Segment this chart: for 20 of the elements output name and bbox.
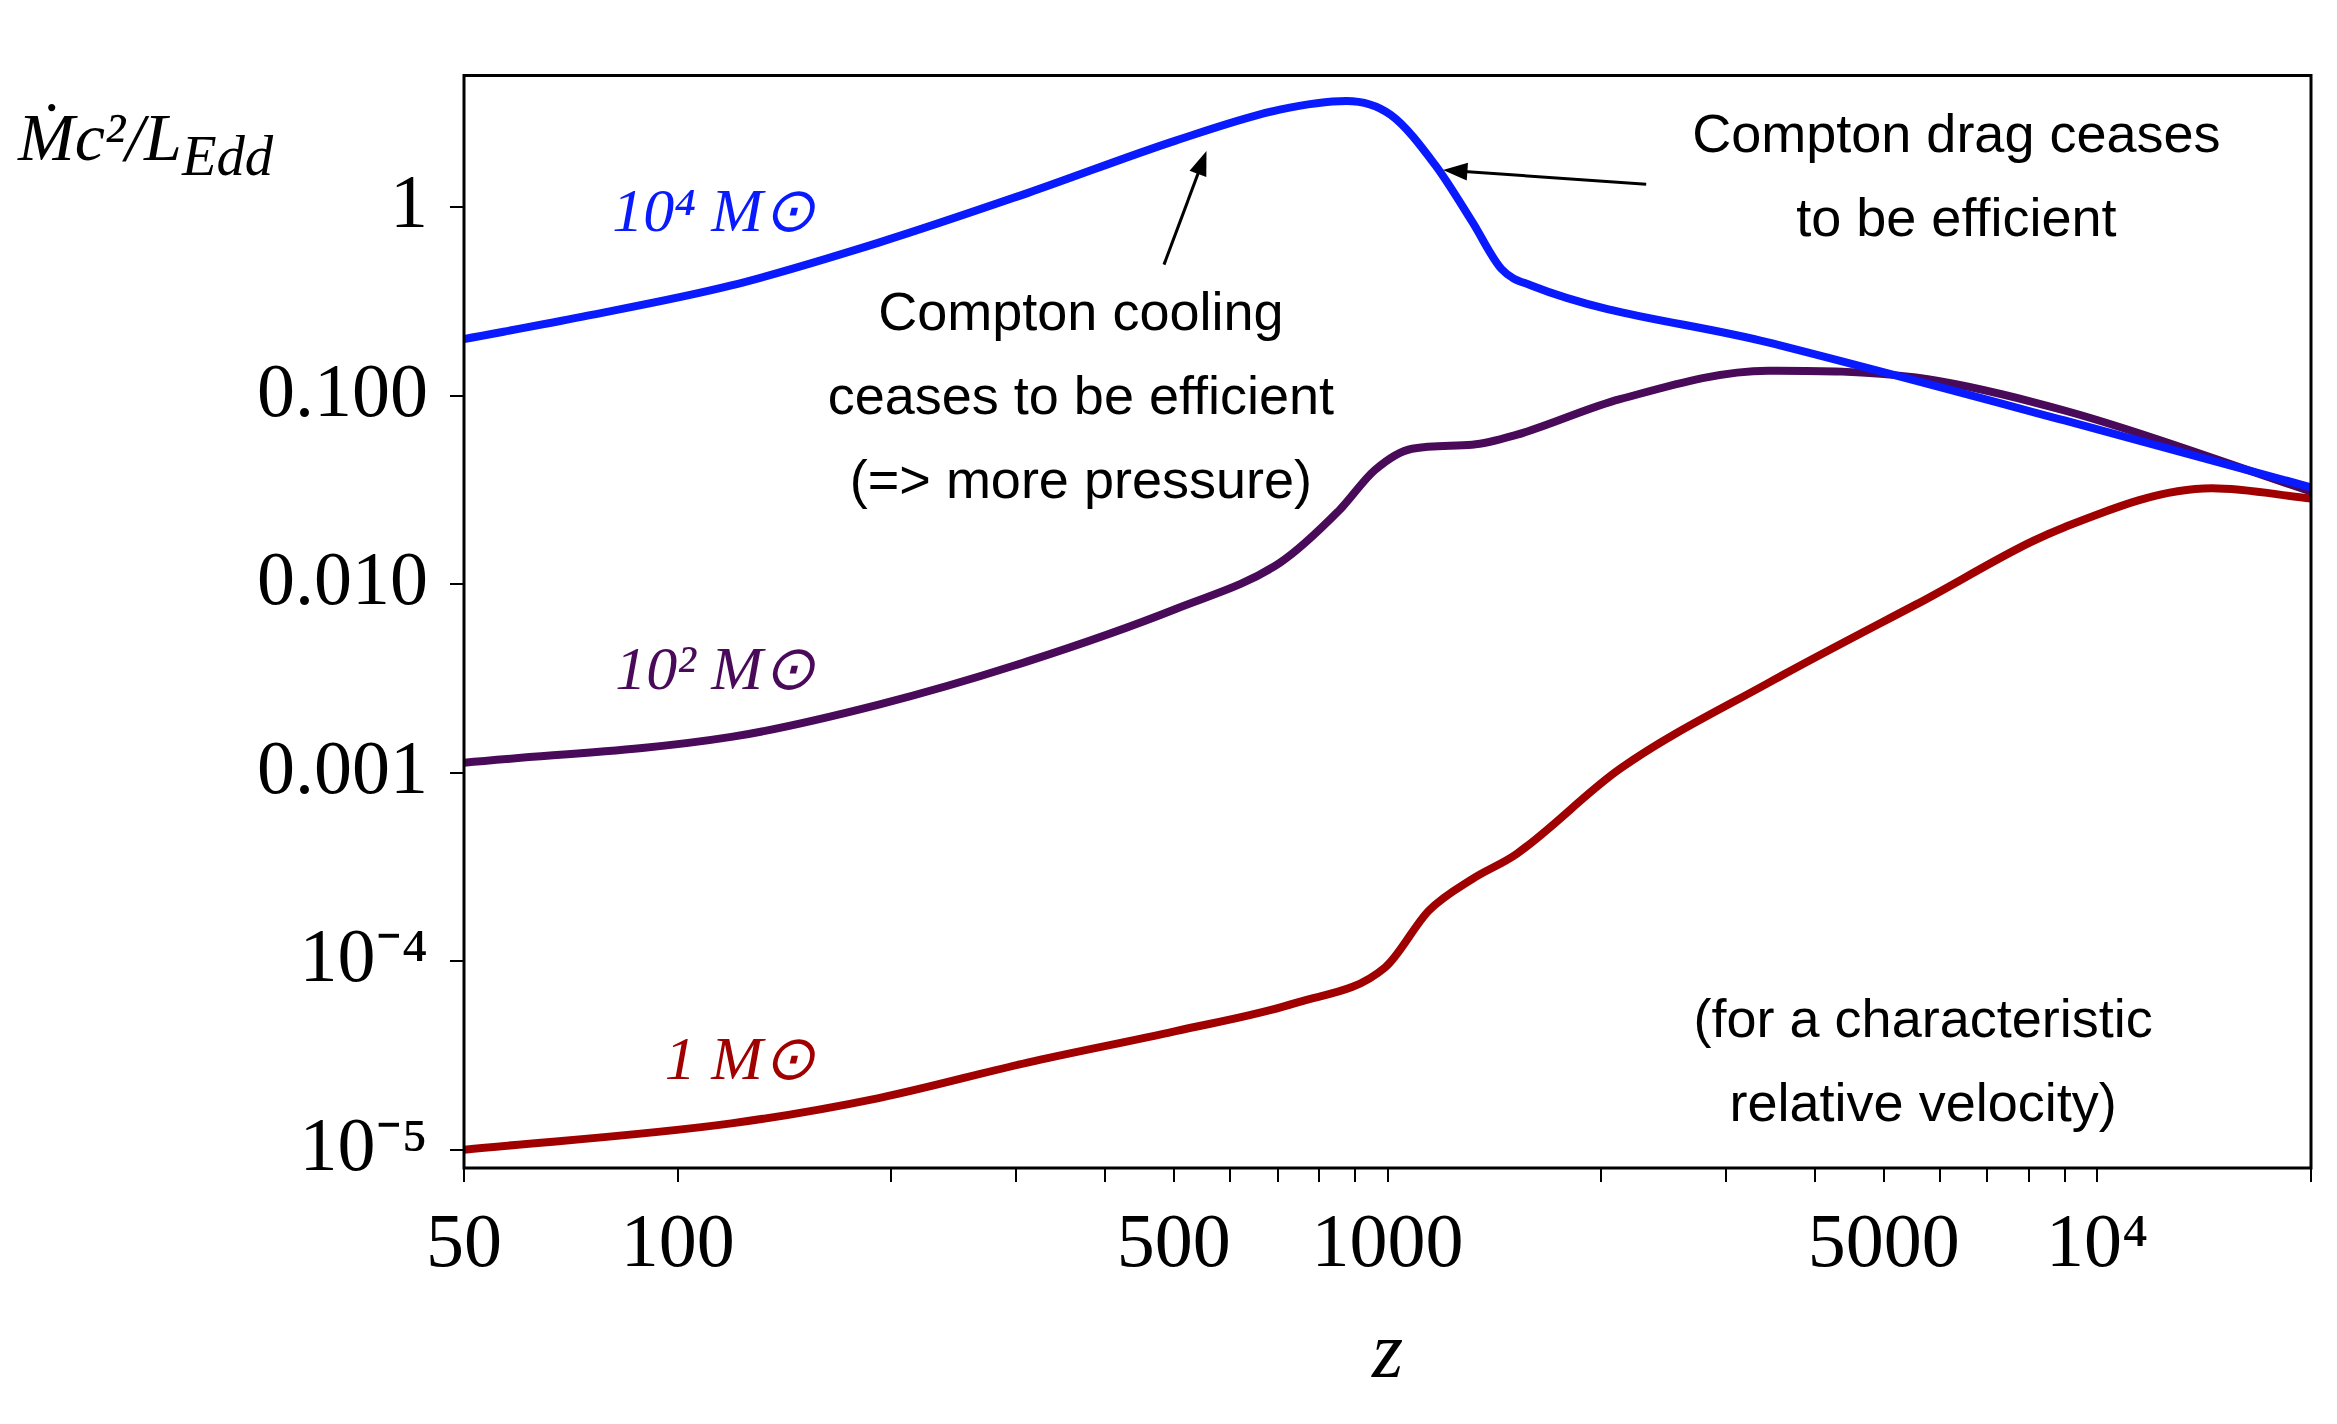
series-label: 10⁴ M⊙ bbox=[612, 176, 816, 245]
x-axis-title: z bbox=[1370, 1306, 1404, 1395]
y-tick-label: 10⁻⁵ bbox=[299, 1101, 428, 1186]
y-tick-label: 1 bbox=[390, 159, 428, 244]
x-tick-label: 1000 bbox=[1311, 1197, 1464, 1282]
y-tick-label: 0.010 bbox=[257, 536, 428, 621]
y-axis-title: Ṁc²/L$_{Edd}$ bbox=[18, 98, 274, 188]
y-tick-label: 0.001 bbox=[257, 724, 428, 809]
x-tick-label: 100 bbox=[620, 1197, 735, 1282]
annotation: (for a characteristic relative velocity) bbox=[1693, 987, 2153, 1132]
x-tick-label: 5000 bbox=[1807, 1197, 1960, 1282]
x-tick-label: 50 bbox=[426, 1197, 502, 1282]
annotation: Compton drag ceases to be efficient bbox=[1692, 102, 2221, 247]
x-tick-label: 10⁴ bbox=[2046, 1197, 2149, 1282]
y-tick-label: 0.100 bbox=[257, 347, 428, 432]
series-label: 1 M⊙ bbox=[664, 1024, 816, 1093]
x-tick-label: 500 bbox=[1116, 1197, 1231, 1282]
y-tick-label: 10⁻⁴ bbox=[299, 913, 428, 998]
series-label: 10² M⊙ bbox=[615, 633, 816, 702]
annotation: Compton cooling ceases to be efficient (=> more pressure) bbox=[827, 280, 1335, 509]
